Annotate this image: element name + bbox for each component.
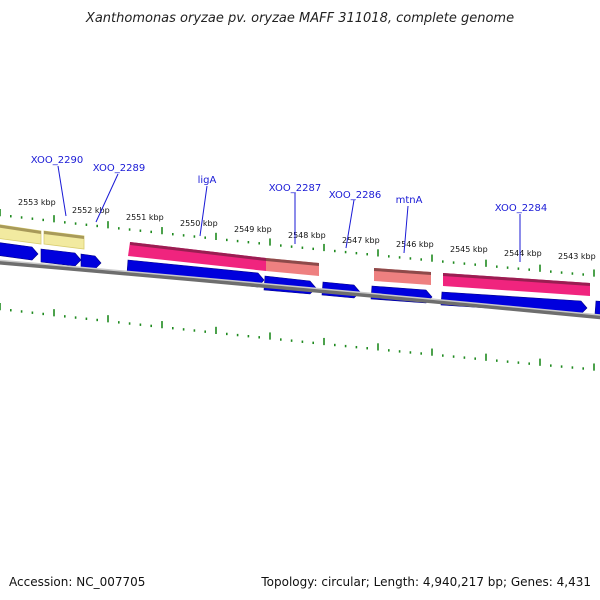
- gene-label-xoo2284[interactable]: XOO_2284: [495, 203, 547, 214]
- tick-label: 2545 kbp: [450, 245, 488, 254]
- cds-arrow[interactable]: [594, 300, 600, 315]
- gene-label-xoo2290[interactable]: XOO_2290: [31, 155, 83, 166]
- leader-line: [95, 173, 119, 223]
- gene-labels: XOO_2290 XOO_2289 ligA XOO_2287 XOO_2286…: [31, 155, 547, 214]
- leader-line: [57, 165, 67, 217]
- genome-backbone: [0, 260, 600, 320]
- tick-label: 2553 kbp: [18, 198, 56, 207]
- cds-arrow[interactable]: [0, 242, 39, 261]
- tick-label: 2549 kbp: [234, 225, 272, 234]
- feature-band-edge: [443, 273, 590, 286]
- gene-label-leaders: [57, 165, 521, 262]
- gene-label-mtna[interactable]: mtnA: [396, 195, 423, 206]
- leader-line: [199, 185, 208, 237]
- feature-band-edge: [0, 224, 41, 234]
- feature-band-edge: [44, 231, 84, 239]
- genome-backbone-highlight: [0, 259, 600, 316]
- tick-label: 2544 kbp: [504, 249, 542, 258]
- tick-label: 2552 kbp: [72, 206, 110, 215]
- tick-label: 2550 kbp: [180, 219, 218, 228]
- tick-label: 2547 kbp: [342, 236, 380, 245]
- feature-band-liga[interactable]: [128, 242, 266, 271]
- tick-label: 2546 kbp: [396, 240, 434, 249]
- tick-labels: 2553 kbp 2552 kbp 2551 kbp 2550 kbp 2549…: [18, 198, 596, 261]
- gene-label-liga[interactable]: ligA: [198, 175, 217, 186]
- feature-band-track: [0, 224, 590, 296]
- feature-band-edge: [130, 242, 266, 261]
- gene-label-xoo2287[interactable]: XOO_2287: [269, 183, 321, 194]
- leader-line: [403, 205, 409, 254]
- tick-label: 2548 kbp: [288, 231, 326, 240]
- leader-line: [345, 199, 355, 249]
- genome-info-text: Topology: circular; Length: 4,940,217 bp…: [260, 575, 591, 589]
- gene-label-xoo2289[interactable]: XOO_2289: [93, 163, 145, 174]
- cds-arrow[interactable]: [40, 248, 82, 267]
- genome-title: Xanthomonas oryzae pv. oryzae MAFF 31101…: [85, 11, 514, 26]
- tick-ruler-outer: [0, 209, 595, 277]
- feature-band-edge: [266, 258, 319, 266]
- tick-label: 2543 kbp: [558, 252, 596, 261]
- feature-band-edge: [374, 268, 431, 275]
- tick-ruler-inner: [0, 303, 595, 371]
- cds-arrow[interactable]: [80, 253, 102, 270]
- gene-label-xoo2286[interactable]: XOO_2286: [329, 190, 381, 201]
- tick-label: 2551 kbp: [126, 213, 164, 222]
- feature-band-xoo2284[interactable]: [443, 273, 590, 296]
- accession-text: Accession: NC_007705: [9, 575, 145, 589]
